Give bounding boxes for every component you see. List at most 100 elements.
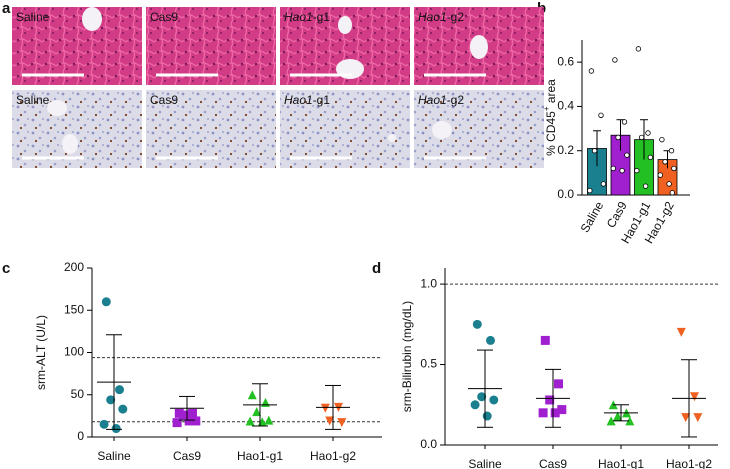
data-point bbox=[645, 130, 651, 136]
image-label: Hao1-g1 bbox=[284, 10, 330, 24]
data-point bbox=[642, 183, 649, 189]
data-point bbox=[106, 395, 116, 405]
label-text: area bbox=[544, 79, 558, 107]
data-point bbox=[115, 385, 124, 395]
data-point bbox=[598, 112, 604, 118]
data-point bbox=[591, 148, 598, 154]
data-point bbox=[557, 405, 567, 415]
y-tick-label: 0 bbox=[77, 429, 84, 443]
data-point bbox=[540, 335, 550, 345]
data-point bbox=[612, 57, 618, 63]
data-point bbox=[638, 134, 645, 141]
y-tick-label: 0.0 bbox=[420, 437, 437, 451]
x-tick-label: Hao1-g2 bbox=[310, 449, 356, 463]
data-point bbox=[676, 327, 686, 337]
y-tick-label: 0.2 bbox=[557, 143, 574, 157]
histology-image bbox=[146, 90, 276, 168]
data-point bbox=[588, 68, 595, 74]
data-point bbox=[606, 416, 616, 426]
y-tick-label: 0.0 bbox=[557, 187, 574, 201]
guide-name: -g1 bbox=[313, 93, 331, 107]
x-tick-label: Cas9 bbox=[539, 457, 567, 469]
histology-image bbox=[12, 7, 142, 85]
vessel bbox=[388, 134, 396, 142]
data-point bbox=[99, 419, 109, 429]
data-point bbox=[668, 148, 675, 154]
guide-name: -g2 bbox=[447, 93, 465, 107]
data-point bbox=[621, 119, 628, 125]
data-point bbox=[247, 390, 257, 400]
data-point bbox=[320, 403, 330, 413]
image-label: Cas9 bbox=[150, 93, 178, 107]
label-text: % CD45 bbox=[544, 111, 558, 156]
data-point bbox=[657, 172, 663, 178]
x-tick-label: Hao1-g1 bbox=[598, 457, 644, 469]
x-tick-label: Saline bbox=[468, 457, 502, 469]
guide-name: -g2 bbox=[447, 10, 465, 24]
x-tick-label: Saline bbox=[578, 199, 607, 235]
y-tick-label: 200 bbox=[64, 260, 84, 274]
x-tick-label: Saline bbox=[97, 449, 131, 463]
image-label: Saline bbox=[16, 93, 50, 107]
image-label: Cas9 bbox=[150, 10, 178, 24]
y-tick-label: 1.0 bbox=[420, 276, 437, 290]
data-point bbox=[470, 400, 480, 410]
data-point bbox=[634, 167, 640, 174]
data-point bbox=[613, 411, 623, 421]
data-point bbox=[619, 167, 625, 174]
data-point bbox=[659, 136, 665, 143]
data-point bbox=[587, 187, 593, 194]
histology-image bbox=[12, 90, 142, 168]
data-point bbox=[261, 397, 270, 407]
data-point bbox=[111, 424, 121, 434]
histology-image bbox=[280, 90, 410, 168]
vessel bbox=[82, 7, 102, 31]
y-tick-label: 0.5 bbox=[420, 357, 437, 371]
y-tick-label: 0.6 bbox=[557, 54, 574, 68]
data-point bbox=[179, 410, 189, 420]
data-point bbox=[690, 392, 699, 402]
gene-name: Hao1 bbox=[418, 10, 447, 24]
data-point bbox=[191, 416, 201, 426]
data-point bbox=[624, 152, 630, 158]
data-point bbox=[545, 395, 555, 405]
panel-label: c bbox=[2, 260, 10, 277]
data-point bbox=[252, 407, 262, 417]
data-point bbox=[472, 319, 482, 329]
label-sup: + bbox=[542, 106, 551, 111]
y-tick-label: 100 bbox=[64, 345, 84, 359]
data-point bbox=[615, 134, 621, 141]
data-point bbox=[118, 404, 128, 414]
data-point bbox=[477, 392, 487, 402]
data-point bbox=[184, 416, 194, 426]
y-axis-label: srm-ALT (U/L) bbox=[34, 315, 48, 390]
data-point bbox=[662, 159, 668, 165]
data-point bbox=[337, 418, 347, 428]
y-tick-label: 50 bbox=[71, 387, 85, 401]
image-label: Hao1-g1 bbox=[284, 93, 330, 107]
data-point bbox=[482, 411, 492, 421]
data-point bbox=[172, 418, 182, 428]
data-point bbox=[635, 46, 642, 52]
y-tick-label: 0.4 bbox=[557, 99, 574, 113]
data-point bbox=[600, 181, 607, 187]
data-point bbox=[245, 416, 255, 426]
data-point bbox=[693, 413, 703, 423]
data-point bbox=[188, 408, 197, 418]
x-tick-label: Hao1-g2 bbox=[666, 457, 712, 469]
x-tick-label: Cas9 bbox=[173, 449, 201, 463]
vessel bbox=[338, 16, 352, 34]
data-point bbox=[264, 415, 274, 425]
data-point bbox=[538, 408, 548, 418]
gene-name: Hao1 bbox=[418, 93, 447, 107]
data-point bbox=[554, 379, 563, 389]
gene-name: Hao1 bbox=[284, 10, 313, 24]
data-point bbox=[325, 416, 335, 426]
data-point bbox=[625, 416, 635, 426]
panel-label: a bbox=[2, 0, 11, 17]
image-label: Hao1-g2 bbox=[418, 93, 464, 107]
image-label: Saline bbox=[16, 10, 50, 24]
data-point bbox=[647, 154, 654, 161]
